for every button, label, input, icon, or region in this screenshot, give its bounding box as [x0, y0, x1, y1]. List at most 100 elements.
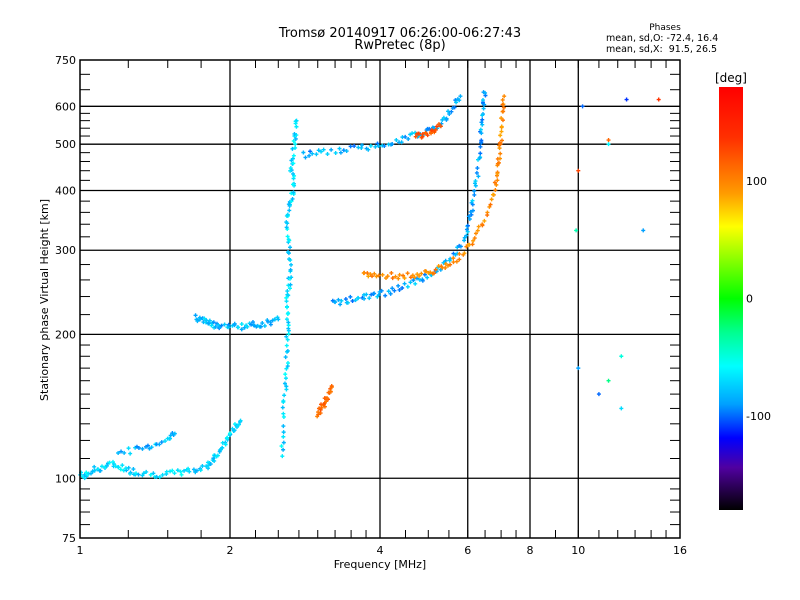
data-point: [284, 384, 289, 389]
data-point: [375, 141, 380, 146]
data-point: [281, 411, 286, 416]
data-point: [401, 273, 406, 278]
data-point: [287, 286, 292, 291]
data-point: [441, 115, 446, 120]
data-point: [92, 464, 97, 469]
data-point: [282, 381, 287, 386]
data-point: [333, 150, 338, 155]
data-point: [498, 151, 503, 156]
data-point: [280, 454, 285, 459]
data-point: [368, 272, 373, 277]
data-point: [619, 354, 624, 359]
data-point: [308, 149, 313, 154]
data-point: [283, 372, 288, 377]
data-point: [500, 97, 505, 102]
data-point: [399, 140, 404, 145]
data-point: [145, 443, 150, 448]
x-tick-label: 10: [571, 544, 585, 557]
data-point: [284, 317, 289, 322]
data-point: [367, 296, 372, 301]
data-point: [237, 422, 241, 427]
data-point: [348, 144, 353, 149]
data-point: [476, 224, 481, 229]
data-point: [376, 273, 381, 278]
data-point: [447, 112, 452, 117]
data-point: [416, 131, 421, 136]
data-point: [293, 142, 298, 147]
data-point: [238, 418, 243, 423]
legend-title: Phases: [649, 23, 681, 33]
data-point: [232, 323, 237, 328]
data-point: [473, 183, 478, 188]
data-point: [322, 404, 327, 409]
data-point: [223, 442, 228, 447]
data-point: [478, 144, 483, 149]
data-point: [373, 144, 378, 149]
data-point: [495, 178, 500, 183]
data-point: [366, 274, 371, 279]
data-point: [392, 288, 397, 293]
colorbar-tick-label: 100: [746, 175, 767, 188]
data-point: [480, 222, 485, 227]
data-point: [231, 428, 236, 433]
data-point: [128, 451, 133, 456]
data-point: [285, 212, 290, 217]
data-point: [413, 281, 418, 286]
data-point: [182, 468, 187, 473]
data-point: [494, 182, 499, 187]
colorbar-tick-label: -100: [746, 410, 771, 423]
data-point: [187, 469, 192, 474]
data-point: [100, 464, 105, 469]
data-point: [194, 468, 199, 473]
data-point: [134, 471, 139, 476]
data-point: [356, 296, 361, 301]
data-point: [429, 131, 434, 136]
data-point: [211, 456, 216, 461]
data-point: [140, 473, 145, 478]
data-point: [500, 102, 505, 107]
data-point: [656, 97, 661, 102]
data-point: [319, 149, 324, 154]
data-point: [172, 471, 177, 476]
data-point: [470, 242, 475, 247]
data-point: [397, 272, 402, 277]
data-point: [369, 292, 374, 297]
data-point: [195, 319, 200, 324]
data-point: [444, 116, 449, 121]
data-point: [495, 171, 500, 176]
data-point: [380, 272, 385, 277]
data-point: [136, 445, 141, 450]
data-point: [389, 270, 394, 275]
data-point: [443, 261, 448, 266]
data-point: [341, 148, 346, 153]
data-point: [425, 133, 430, 138]
data-point: [396, 283, 401, 288]
data-point: [394, 137, 399, 142]
data-point: [402, 281, 407, 286]
data-point: [343, 297, 348, 302]
data-point: [292, 131, 297, 136]
data-point: [283, 355, 288, 360]
data-point: [284, 225, 289, 230]
data-point: [457, 251, 462, 256]
data-point: [368, 143, 373, 148]
data-point: [209, 323, 214, 328]
y-tick-label: 600: [55, 100, 76, 113]
colorbar-label: [deg]: [715, 71, 747, 85]
data-point: [619, 406, 624, 411]
data-point: [281, 440, 286, 445]
data-point: [219, 323, 224, 328]
data-point: [338, 150, 343, 155]
data-point: [433, 267, 438, 272]
data-point: [98, 468, 103, 473]
data-point: [487, 204, 492, 209]
data-point: [291, 138, 296, 143]
grid-lines: [80, 60, 680, 538]
data-point: [284, 305, 289, 310]
data-point: [462, 251, 467, 256]
data-point: [576, 168, 581, 173]
data-point: [453, 98, 458, 103]
data-point: [606, 378, 611, 383]
data-point: [493, 188, 498, 193]
